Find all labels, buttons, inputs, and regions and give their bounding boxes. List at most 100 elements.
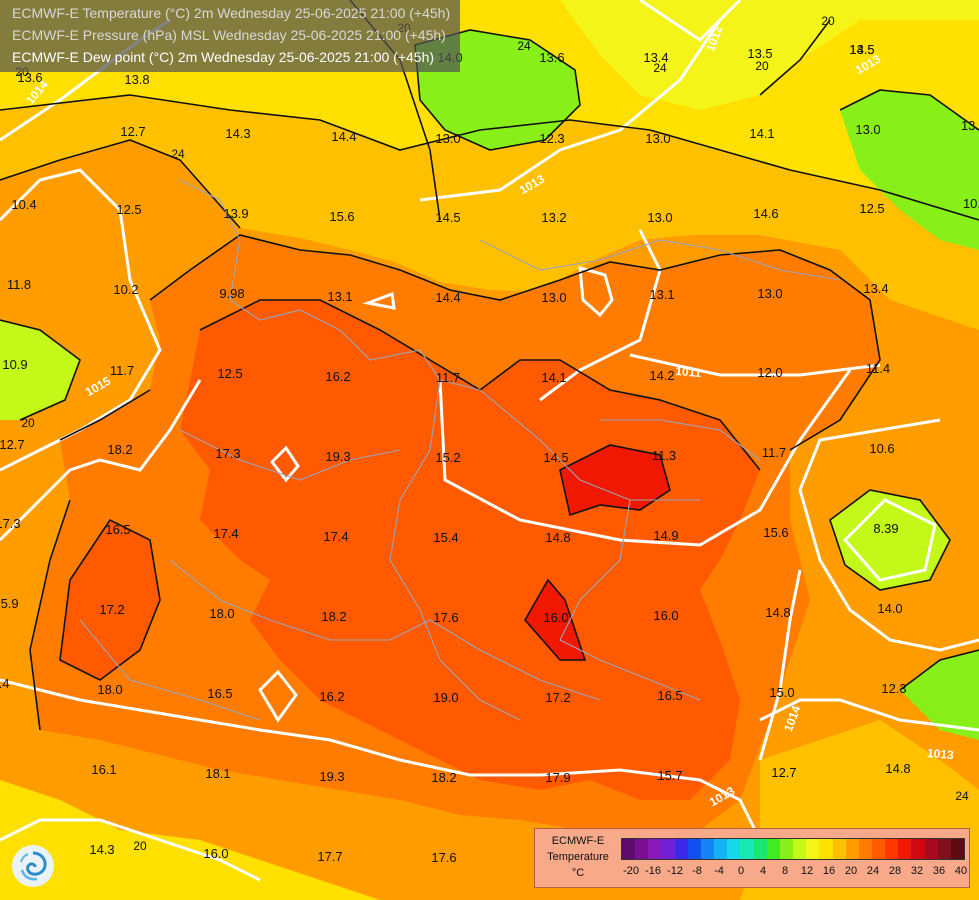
legend-tick-label: 16	[822, 865, 836, 877]
dewpoint-label: 16.2	[325, 369, 350, 384]
dewpoint-label: 13.4	[863, 281, 888, 296]
dewpoint-label: 13.8	[124, 72, 149, 87]
dewpoint-label: 11.4	[866, 361, 890, 376]
dewpoint-label: 18.1	[205, 766, 230, 781]
dewpoint-label: 10.6	[869, 441, 894, 456]
dewpoint-label: 17.6	[433, 610, 458, 625]
country-borders	[79, 179, 841, 721]
dewpoint-label: 10.2	[113, 282, 138, 297]
dewpoint-label: 17.2	[99, 602, 124, 617]
dewpoint-label: 10.4	[11, 197, 36, 212]
dewpoint-label: 13.	[961, 118, 979, 133]
dewpoint-label: 13.1	[327, 289, 352, 304]
dewpoint-label: 8.39	[873, 521, 898, 536]
temperature-legend: ECMWF-E Temperature °C -20 -16 -12 -8 -4 0 4 8 1…	[534, 828, 970, 888]
dewpoint-label: 14.5	[543, 450, 568, 465]
dewpoint-label: 13.2	[541, 210, 566, 225]
dewpoint-label: 11.7	[110, 363, 134, 378]
dewpoint-label: 14.0	[877, 601, 902, 616]
dewpoint-label: 15.9	[0, 596, 19, 611]
legend-tick-label: 28	[888, 865, 902, 877]
legend-color-swatch	[845, 839, 859, 859]
legend-tick-label: -16	[645, 865, 661, 877]
isobar-label: 1013	[926, 746, 954, 762]
legend-tick-label: 8	[781, 865, 789, 877]
isobar-label: 1011	[675, 364, 702, 380]
header-dewpoint-title: ECMWF-E Dew point (°C) 2m Wednesday 25-0…	[12, 49, 435, 65]
dewpoint-label: 14.3	[225, 126, 250, 141]
legend-model-label: ECMWF-E	[551, 835, 605, 847]
dewpoint-label: 14.1	[749, 126, 774, 141]
dewpoint-label: 12.7	[120, 124, 145, 139]
dewpoint-label: 14.5	[849, 42, 874, 57]
legend-color-swatch	[661, 839, 675, 859]
dewpoint-label: 17.7	[317, 849, 342, 864]
dewpoint-label: 12.7	[0, 437, 25, 452]
dewpoint-label: 12.3	[539, 131, 564, 146]
dewpoint-label: 12.0	[757, 365, 782, 380]
dewpoint-label: 16.5	[207, 686, 232, 701]
legend-color-swatch	[806, 839, 820, 859]
dewpoint-label: 14.8	[885, 761, 910, 776]
legend-color-swatch	[766, 839, 780, 859]
isotherm-label: 20	[755, 59, 769, 73]
legend-tick-label: 0	[737, 865, 745, 877]
dewpoint-label: 16.5	[657, 688, 682, 703]
isotherm-label: 24	[955, 789, 969, 803]
legend-color-swatch	[753, 839, 767, 859]
isotherm-label: 24	[171, 147, 185, 161]
dewpoint-label: 9.98	[219, 286, 244, 301]
swirl-icon	[20, 851, 47, 881]
dewpoint-label: 12.7	[771, 765, 796, 780]
header-temperature-title: ECMWF-E Temperature (°C) 2m Wednesday 25…	[12, 5, 451, 21]
legend-tick-label: 32	[910, 865, 924, 877]
provider-logo-icon	[12, 845, 54, 887]
temperature-field-se-green	[900, 650, 979, 740]
dewpoint-label: 14.5	[435, 210, 460, 225]
map-header: ECMWF-E Temperature (°C) 2m Wednesday 25…	[0, 0, 461, 72]
dewpoint-label: 16.0	[653, 608, 678, 623]
legend-tick-label: 12	[800, 865, 814, 877]
dewpoint-label: 17.4	[323, 529, 348, 544]
legend-tick-label: -4	[714, 865, 724, 877]
dewpoint-label: 17.2	[545, 690, 570, 705]
dewpoint-label: 17.3	[0, 516, 21, 531]
isotherm-lines	[0, 0, 979, 731]
isotherm-label: 24	[653, 61, 667, 75]
dewpoint-label: 14.8	[545, 530, 570, 545]
legend-color-swatch	[793, 839, 807, 859]
dewpoint-label: 18.2	[431, 770, 456, 785]
dewpoint-label: 14.6	[753, 206, 778, 221]
temperature-field-e-green	[830, 490, 950, 590]
dewpoint-label: 18.0	[97, 682, 122, 697]
dewpoint-label: 11.7	[762, 445, 786, 460]
legend-color-swatch	[885, 839, 899, 859]
dewpoint-label: 18.2	[107, 442, 132, 457]
legend-color-swatch	[622, 839, 636, 859]
dewpoint-label: 13.0	[757, 286, 782, 301]
dewpoint-label: 11.7	[436, 370, 460, 385]
legend-color-swatch	[832, 839, 846, 859]
dewpoint-label: 15.7	[657, 768, 682, 783]
dewpoint-label: 16.0	[543, 610, 568, 625]
dewpoint-label: 14.4	[331, 129, 356, 144]
legend-color-swatch	[714, 839, 728, 859]
dewpoint-label: 13.0	[647, 210, 672, 225]
dewpoint-label: .4	[0, 676, 9, 691]
dewpoint-label: 12.5	[217, 366, 242, 381]
isotherm-label: 20	[133, 839, 147, 853]
temperature-field-32-36	[180, 300, 760, 800]
legend-color-swatch	[937, 839, 951, 859]
dewpoint-label: 13.9	[223, 206, 248, 221]
temperature-field-north-yellow	[0, 0, 979, 110]
dewpoint-label: 13.6	[539, 50, 564, 65]
dewpoint-label: 12.5	[859, 201, 884, 216]
dewpoint-label: 13.0	[645, 131, 670, 146]
dewpoint-label: 15.6	[763, 525, 788, 540]
dewpoint-label: 15.6	[329, 209, 354, 224]
legend-tick-label: 40	[954, 865, 968, 877]
dewpoint-label: 13.0	[541, 290, 566, 305]
legend-color-swatch	[911, 839, 925, 859]
